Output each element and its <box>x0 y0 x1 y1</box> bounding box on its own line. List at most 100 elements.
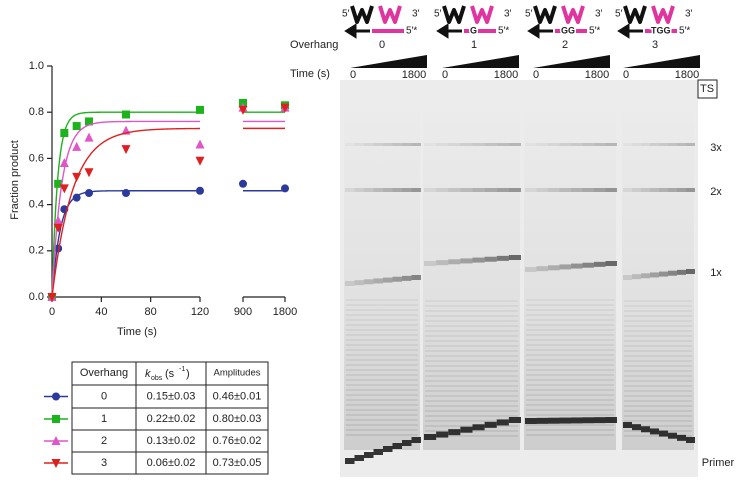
primer-band <box>424 434 437 440</box>
table-header: Overhang <box>80 367 128 379</box>
legend-marker <box>52 415 60 423</box>
data-point <box>72 122 81 131</box>
primer-band <box>559 417 571 424</box>
product-band <box>472 257 485 263</box>
legend-marker <box>51 436 61 445</box>
strand-label: 5′ <box>525 9 533 20</box>
band-label: 1x <box>710 267 722 279</box>
product-band <box>402 188 412 192</box>
primer-band <box>345 458 355 464</box>
product-band <box>548 188 560 192</box>
primer-band <box>536 417 548 424</box>
time-wedge <box>350 55 427 68</box>
product-band <box>659 271 668 277</box>
data-point <box>195 139 205 149</box>
product-band <box>548 143 560 146</box>
primer-band <box>496 419 509 426</box>
data-point <box>72 172 82 182</box>
overhang-seq: GG <box>561 25 575 35</box>
fit-curve <box>51 120 200 298</box>
primer-band <box>623 422 632 428</box>
table-border <box>71 361 269 475</box>
product-band <box>460 258 473 264</box>
table-cell: 0.80±0.03 <box>213 413 262 425</box>
product-band <box>424 261 437 266</box>
table-header: ) <box>186 368 190 380</box>
band-label: TS <box>700 83 714 95</box>
product-band <box>659 188 668 192</box>
product-band <box>623 143 632 146</box>
lane-smear <box>622 110 694 450</box>
product-band <box>383 143 393 146</box>
product-band <box>392 143 402 146</box>
table-header: (s <box>165 368 175 380</box>
product-band <box>424 143 437 146</box>
data-point <box>195 156 205 166</box>
primer-band <box>484 421 497 428</box>
overhang-seq: TGG <box>651 25 671 35</box>
product-band <box>559 188 571 192</box>
fit-curve <box>51 190 200 298</box>
primer-band <box>383 446 393 452</box>
table-header: k <box>145 368 151 380</box>
product-band <box>677 188 686 192</box>
data-point <box>59 184 69 194</box>
time-wedge <box>623 55 700 68</box>
primer-band <box>571 417 583 424</box>
product-band <box>364 279 374 285</box>
product-band <box>686 143 695 146</box>
overhang-label: Overhang <box>290 39 338 51</box>
strand-label: 3′ <box>595 9 603 20</box>
primer-band <box>508 417 521 423</box>
product-band <box>677 143 686 146</box>
product-band <box>345 143 355 146</box>
time-end: 1800 <box>585 69 609 81</box>
primer-band <box>525 418 537 424</box>
template-strand <box>378 5 402 24</box>
primer-band <box>373 449 383 455</box>
primer-band <box>677 434 686 441</box>
table-header: -1 <box>179 366 185 373</box>
product-band <box>472 143 485 146</box>
primer-band <box>392 443 402 449</box>
strand-label: 5′ <box>615 9 623 20</box>
product-band <box>525 188 537 192</box>
data-point <box>53 223 63 233</box>
y-axis-label: Fraction product <box>9 140 21 219</box>
table-cell: 1 <box>101 413 107 425</box>
time-end: 1800 <box>675 69 699 81</box>
product-band <box>436 143 449 146</box>
product-band <box>668 188 677 192</box>
product-band <box>496 143 509 146</box>
product-band <box>364 143 374 146</box>
primer-band <box>411 437 421 443</box>
product-band <box>548 265 560 271</box>
band-label: 3x <box>710 142 722 154</box>
time-wedge <box>442 55 519 68</box>
product-band <box>559 264 571 270</box>
time-start: 0 <box>350 69 356 81</box>
primer-band <box>364 452 374 458</box>
table-cell: 0.15±0.03 <box>147 390 196 402</box>
product-band <box>641 188 650 192</box>
primer-band <box>548 417 560 424</box>
primer-band <box>448 429 461 436</box>
product-band <box>668 143 677 146</box>
product-band <box>605 143 617 146</box>
data-point <box>122 110 130 119</box>
product-band <box>345 188 355 192</box>
primer-band <box>641 426 650 433</box>
product-band <box>594 188 606 192</box>
data-point <box>238 105 248 115</box>
fit-curve <box>51 111 200 298</box>
overhang-value: 1 <box>471 39 477 51</box>
lane-smear <box>524 110 616 450</box>
table-cell: 0.73±0.05 <box>213 457 262 469</box>
product-band <box>508 143 521 146</box>
product-band <box>686 188 695 192</box>
overhang-value: 2 <box>562 39 568 51</box>
x-tick-label: 0 <box>49 306 55 318</box>
product-band <box>496 255 509 261</box>
